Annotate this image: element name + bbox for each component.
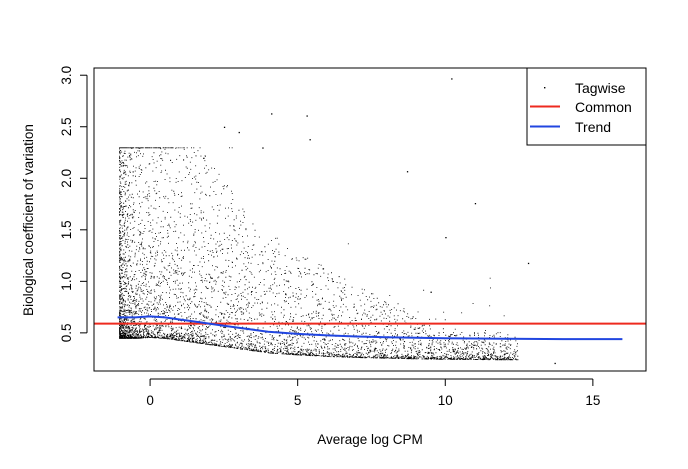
x-tick-label: 15: [585, 393, 600, 408]
fit-lines: [94, 315, 646, 341]
tagwise-point: [445, 237, 447, 239]
tagwise-point: [203, 157, 205, 159]
x-axis: 0 5 10 15: [146, 378, 600, 408]
tagwise-point-cloud: [119, 147, 519, 361]
y-tick-label: 1.5: [59, 220, 74, 239]
tagwise-point: [451, 78, 453, 80]
tagwise-point: [238, 131, 240, 134]
tagwise-point: [504, 353, 506, 355]
tagwise-point: [406, 171, 409, 173]
tagwise-point: [527, 262, 530, 265]
legend-entry-common: Common: [530, 99, 632, 115]
tagwise-point: [223, 126, 226, 128]
y-tick-label: 0.5: [59, 324, 74, 343]
y-axis: 0.5 1.0 1.5 2.0 2.5 3.0: [59, 66, 88, 343]
tagwise-point: [306, 115, 308, 117]
x-tick-label: 10: [438, 393, 453, 408]
legend-point-marker: [544, 87, 546, 89]
legend-entry-trend: Trend: [530, 119, 611, 135]
trend-line: [117, 315, 623, 341]
legend: Tagwise Common Trend: [526, 67, 647, 146]
tagwise-points: [119, 78, 556, 365]
y-tick-label: 2.5: [59, 117, 74, 136]
legend-label-tagwise: Tagwise: [575, 80, 626, 96]
x-tick-label: 0: [146, 393, 154, 408]
legend-entry-tagwise: Tagwise: [544, 80, 626, 96]
tagwise-point: [262, 147, 264, 149]
y-tick-label: 3.0: [59, 66, 74, 85]
plot-frame: [93, 67, 647, 372]
tagwise-point: [309, 139, 311, 141]
x-axis-label: Average log CPM: [317, 432, 423, 447]
legend-label-trend: Trend: [575, 119, 611, 135]
tagwise-point: [554, 362, 556, 365]
y-tick-label: 1.0: [59, 272, 74, 291]
y-axis-label: Biological coefficient of variation: [21, 124, 36, 316]
tagwise-point: [271, 113, 273, 115]
y-tick-label: 2.0: [59, 169, 74, 188]
tagwise-point: [430, 291, 432, 293]
legend-label-common: Common: [575, 99, 632, 115]
x-tick-label: 5: [294, 393, 302, 408]
tagwise-point: [474, 203, 477, 205]
